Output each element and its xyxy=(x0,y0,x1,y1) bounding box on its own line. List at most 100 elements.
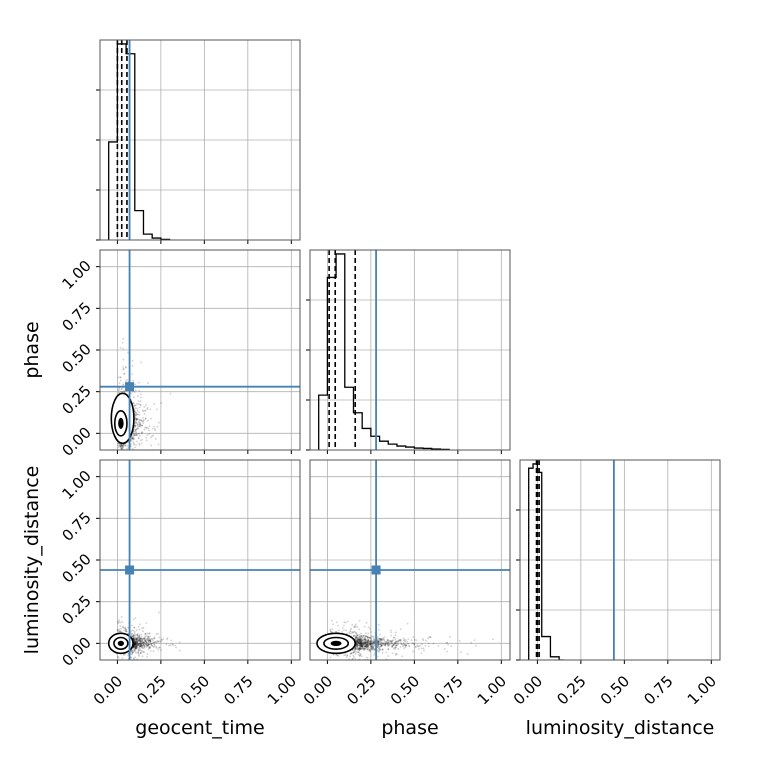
scatter-point xyxy=(370,640,373,643)
scatter-point xyxy=(150,444,153,447)
scatter-point xyxy=(148,646,151,649)
scatter-point xyxy=(141,645,143,648)
scatter-point xyxy=(160,402,163,404)
scatter-point xyxy=(356,638,359,641)
scatter-point xyxy=(423,649,425,652)
scatter-point xyxy=(138,640,141,643)
scatter-point xyxy=(136,640,139,642)
scatter-point xyxy=(346,620,349,623)
scatter-point xyxy=(359,647,362,650)
scatter-point xyxy=(346,632,348,635)
scatter-point xyxy=(132,442,135,445)
scatter-point xyxy=(384,643,386,645)
scatter-point xyxy=(357,638,360,641)
scatter-point xyxy=(369,637,372,640)
scatter-point xyxy=(354,634,357,637)
scatter-point xyxy=(367,638,370,641)
scatter-panel-geocent_time-vs-luminosity_distance: 0.000.250.500.751.000.00 0.25 0.50 0.75 1.00 xyxy=(58,459,301,708)
scatter-point xyxy=(145,642,148,644)
scatter-point xyxy=(449,635,451,638)
scatter-point xyxy=(359,639,362,642)
scatter-point xyxy=(394,638,397,641)
scatter-point xyxy=(447,643,450,646)
scatter-point xyxy=(357,639,359,642)
scatter-point xyxy=(365,643,368,646)
scatter-point xyxy=(394,644,397,647)
scatter-point xyxy=(365,635,367,637)
scatter-point xyxy=(376,644,379,647)
scatter-point xyxy=(158,646,161,649)
scatter-point xyxy=(358,642,361,645)
scatter-point xyxy=(125,464,127,466)
scatter-point xyxy=(376,639,379,642)
scatter-point xyxy=(117,389,120,392)
scatter-point xyxy=(131,507,133,509)
scatter-point xyxy=(134,656,137,659)
scatter-point xyxy=(353,651,355,654)
scatter-point xyxy=(153,637,156,640)
scatter-point xyxy=(136,418,139,420)
scatter-point xyxy=(152,639,154,642)
scatter-point xyxy=(387,648,390,651)
scatter-point xyxy=(138,434,141,437)
scatter-point xyxy=(135,646,138,649)
scatter-point xyxy=(363,638,366,641)
x-axis-label-luminosity-distance: luminosity_distance xyxy=(526,717,715,739)
scatter-point xyxy=(141,431,143,434)
scatter-point xyxy=(147,419,149,422)
scatter-point xyxy=(154,641,156,644)
scatter-point xyxy=(387,641,390,643)
scatter-point xyxy=(117,376,120,379)
scatter-point xyxy=(379,639,382,642)
scatter-point xyxy=(121,390,124,393)
scatter-point xyxy=(446,650,448,653)
scatter-point xyxy=(381,648,384,650)
scatter-point xyxy=(355,663,357,665)
scatter-point xyxy=(150,644,153,647)
scatter-point xyxy=(130,632,133,635)
scatter-point xyxy=(394,640,397,643)
x-tick-label: 0.75 xyxy=(640,672,676,708)
scatter-point xyxy=(335,653,338,656)
scatter-point xyxy=(391,652,394,655)
scatter-point xyxy=(402,637,405,640)
scatter-point xyxy=(368,642,370,645)
scatter-point xyxy=(354,623,357,626)
scatter-point xyxy=(359,647,362,650)
scatter-point xyxy=(133,433,136,436)
scatter-point xyxy=(366,646,368,649)
panel-frame xyxy=(309,459,511,661)
scatter-point xyxy=(144,426,146,429)
scatter-point xyxy=(142,410,145,413)
scatter-point xyxy=(371,645,373,648)
scatter-point xyxy=(132,657,135,660)
scatter-point xyxy=(119,483,121,485)
scatter-point xyxy=(134,416,137,419)
scatter-point xyxy=(394,647,397,650)
scatter-point xyxy=(138,644,140,646)
scatter-point xyxy=(148,429,150,432)
scatter-point xyxy=(133,634,135,637)
scatter-point xyxy=(142,630,144,633)
scatter-point xyxy=(334,630,337,633)
scatter-point xyxy=(377,640,380,643)
scatter-point xyxy=(336,654,339,657)
scatter-point xyxy=(145,426,148,429)
scatter-point xyxy=(140,419,143,422)
scatter-point xyxy=(372,641,375,644)
scatter-point xyxy=(353,634,356,637)
scatter-point xyxy=(350,652,353,655)
scatter-point xyxy=(332,664,334,666)
scatter-point xyxy=(390,646,393,648)
scatter-point xyxy=(135,433,138,436)
scatter-point xyxy=(151,642,154,645)
scatter-point xyxy=(121,444,124,447)
scatter-point xyxy=(118,457,120,459)
scatter-point xyxy=(159,479,161,481)
scatter-point xyxy=(142,643,145,646)
scatter-point xyxy=(126,472,128,474)
scatter-point xyxy=(134,650,137,653)
scatter-point xyxy=(152,650,155,653)
scatter-point xyxy=(344,654,347,657)
scatter-point xyxy=(362,646,365,649)
